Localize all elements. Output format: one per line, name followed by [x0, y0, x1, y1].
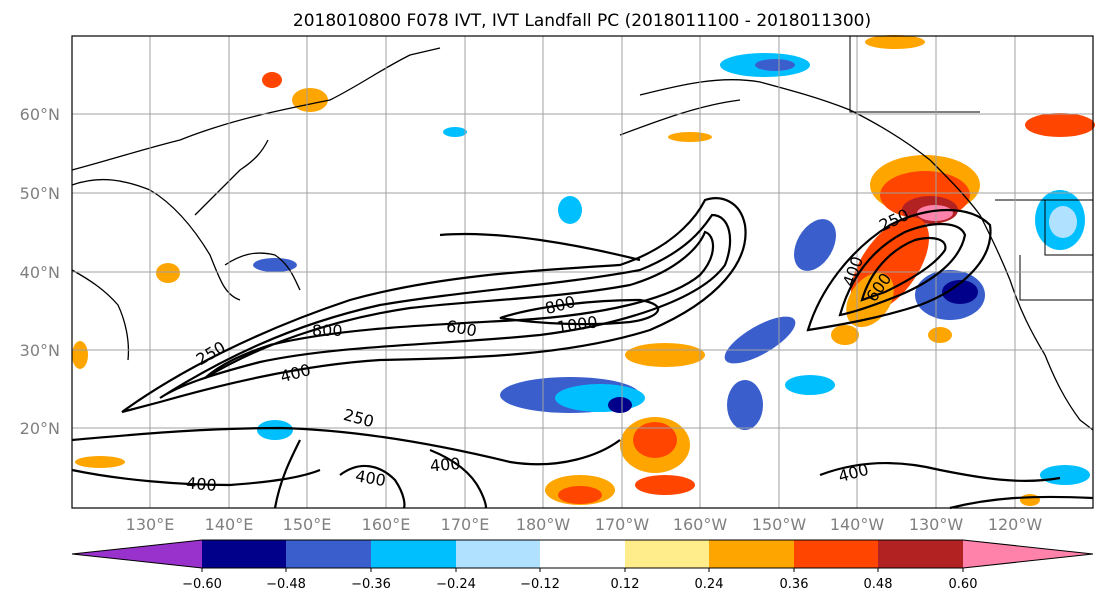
lon-label: 180°W — [516, 515, 571, 534]
colorbar-segments — [72, 540, 1093, 568]
map-title: 2018010800 F078 IVT, IVT Landfall PC (20… — [293, 11, 871, 31]
lon-label: 160°W — [673, 515, 728, 534]
lon-label: 160°E — [362, 515, 411, 534]
lon-label: 130°E — [126, 515, 175, 534]
lon-label: 150°W — [752, 515, 807, 534]
contour-label: 400 — [429, 454, 461, 476]
lon-label: 140°W — [830, 515, 885, 534]
colorbar-tick-label: −0.24 — [436, 577, 476, 592]
lat-label: 40°N — [20, 263, 60, 282]
colorbar-segment — [625, 540, 709, 568]
contour-label: 800 — [312, 321, 343, 340]
lon-label: 130°W — [909, 515, 964, 534]
colorbar-tick-label: −0.60 — [182, 577, 222, 592]
colorbar-tick-label: −0.36 — [351, 577, 391, 592]
colorbar-tick-labels: −0.60 −0.48 −0.36 −0.24 −0.12 0.12 0.24 … — [182, 577, 977, 592]
lon-label: 140°E — [205, 515, 254, 534]
colorbar-segment — [709, 540, 794, 568]
longitude-labels: 130°E 140°E 150°E 160°E 170°E 180°W 170°… — [126, 515, 1043, 534]
colorbar-ticks — [201, 568, 964, 572]
colorbar-tick-label: 0.36 — [780, 577, 809, 592]
colorbar-segment — [72, 540, 202, 568]
lon-label: 120°W — [988, 515, 1043, 534]
lat-label: 30°N — [20, 341, 60, 360]
map-frame — [71, 35, 1094, 509]
lon-label: 150°E — [283, 515, 332, 534]
colorbar-tick-label: 0.12 — [611, 577, 640, 592]
contour-label: 400 — [185, 473, 217, 495]
lon-label: 170°W — [595, 515, 650, 534]
map-panel: 250 400 800 600 800 1000 250 400 400 400… — [71, 35, 1095, 510]
colorbar-tick-label: −0.48 — [266, 577, 306, 592]
colorbar-tick-label: 0.24 — [695, 577, 724, 592]
lat-label: 20°N — [20, 419, 60, 438]
colorbar-segment — [540, 540, 625, 568]
colorbar-segment — [202, 540, 286, 568]
lat-label: 60°N — [20, 105, 60, 124]
colorbar-segment — [794, 540, 878, 568]
ivt-anomaly-shading — [72, 35, 1095, 506]
colorbar-segment — [371, 540, 456, 568]
colorbar-segment — [286, 540, 371, 568]
colorbar-tick-label: 0.48 — [864, 577, 893, 592]
colorbar-segment — [878, 540, 963, 568]
colorbar-tick-label: −0.12 — [520, 577, 560, 592]
colorbar-tick-label: 0.60 — [949, 577, 978, 592]
colorbar: −0.60 −0.48 −0.36 −0.24 −0.12 0.12 0.24 … — [71, 539, 1094, 592]
lon-label: 170°E — [441, 515, 490, 534]
colorbar-segment — [456, 540, 540, 568]
coastlines — [71, 47, 1094, 431]
ivt-contours — [71, 197, 1094, 510]
colorbar-segment — [963, 540, 1093, 568]
lat-label: 50°N — [20, 184, 60, 203]
latitude-labels: 60°N 50°N 40°N 30°N 20°N — [20, 105, 60, 438]
